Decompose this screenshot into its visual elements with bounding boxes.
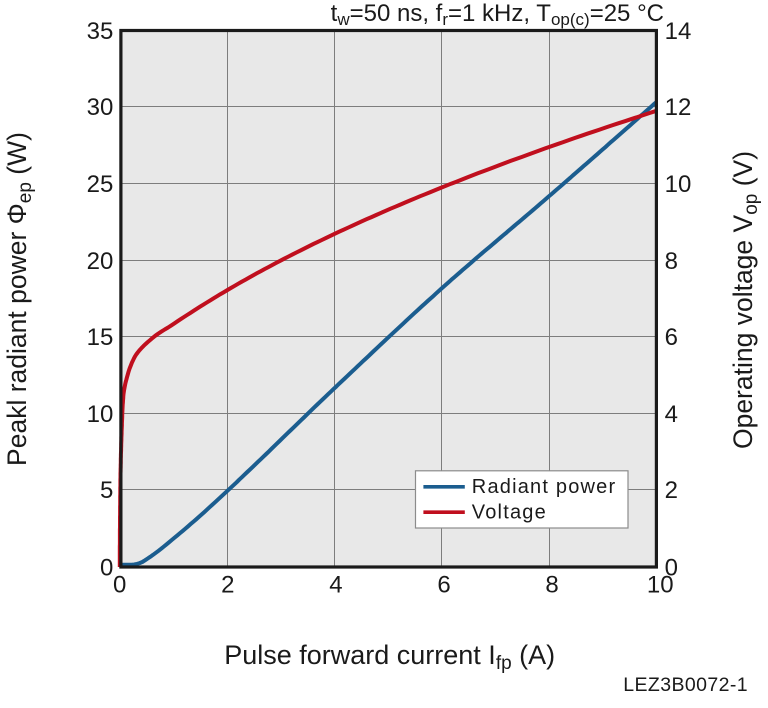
svg-text:10: 10 bbox=[87, 401, 114, 428]
svg-text:30: 30 bbox=[87, 94, 114, 121]
svg-text:6: 6 bbox=[437, 572, 450, 599]
svg-text:12: 12 bbox=[665, 94, 692, 121]
svg-text:10: 10 bbox=[665, 171, 692, 198]
svg-text:8: 8 bbox=[545, 572, 558, 599]
svg-text:0: 0 bbox=[100, 555, 113, 582]
svg-text:8: 8 bbox=[665, 248, 678, 275]
svg-text:2: 2 bbox=[665, 477, 678, 504]
svg-text:2: 2 bbox=[221, 572, 234, 599]
svg-text:35: 35 bbox=[87, 18, 114, 45]
svg-text:Voltage: Voltage bbox=[472, 501, 547, 523]
svg-text:15: 15 bbox=[87, 324, 114, 351]
svg-text:Peakl radiant power Φep (W): Peakl radiant power Φep (W) bbox=[2, 132, 36, 466]
svg-text:4: 4 bbox=[665, 401, 678, 428]
svg-text:25: 25 bbox=[87, 171, 114, 198]
svg-text:0: 0 bbox=[665, 555, 678, 582]
svg-text:Pulse forward current Ifp (A): Pulse forward current Ifp (A) bbox=[224, 640, 555, 674]
svg-text:4: 4 bbox=[329, 572, 342, 599]
svg-text:5: 5 bbox=[100, 477, 113, 504]
svg-text:LEZ3B0072-1: LEZ3B0072-1 bbox=[623, 674, 748, 696]
svg-text:6: 6 bbox=[665, 324, 678, 351]
svg-text:14: 14 bbox=[665, 18, 692, 45]
svg-text:Operating voltage Vop (V): Operating voltage Vop (V) bbox=[728, 151, 762, 449]
svg-text:Radiant power: Radiant power bbox=[472, 476, 617, 498]
svg-text:tw=50 ns, fr=1 kHz, Top(c)=25: tw=50 ns, fr=1 kHz, Top(c)=25 °C bbox=[331, 0, 664, 29]
svg-text:10: 10 bbox=[647, 572, 674, 599]
svg-text:0: 0 bbox=[113, 572, 126, 599]
svg-text:20: 20 bbox=[87, 248, 114, 275]
